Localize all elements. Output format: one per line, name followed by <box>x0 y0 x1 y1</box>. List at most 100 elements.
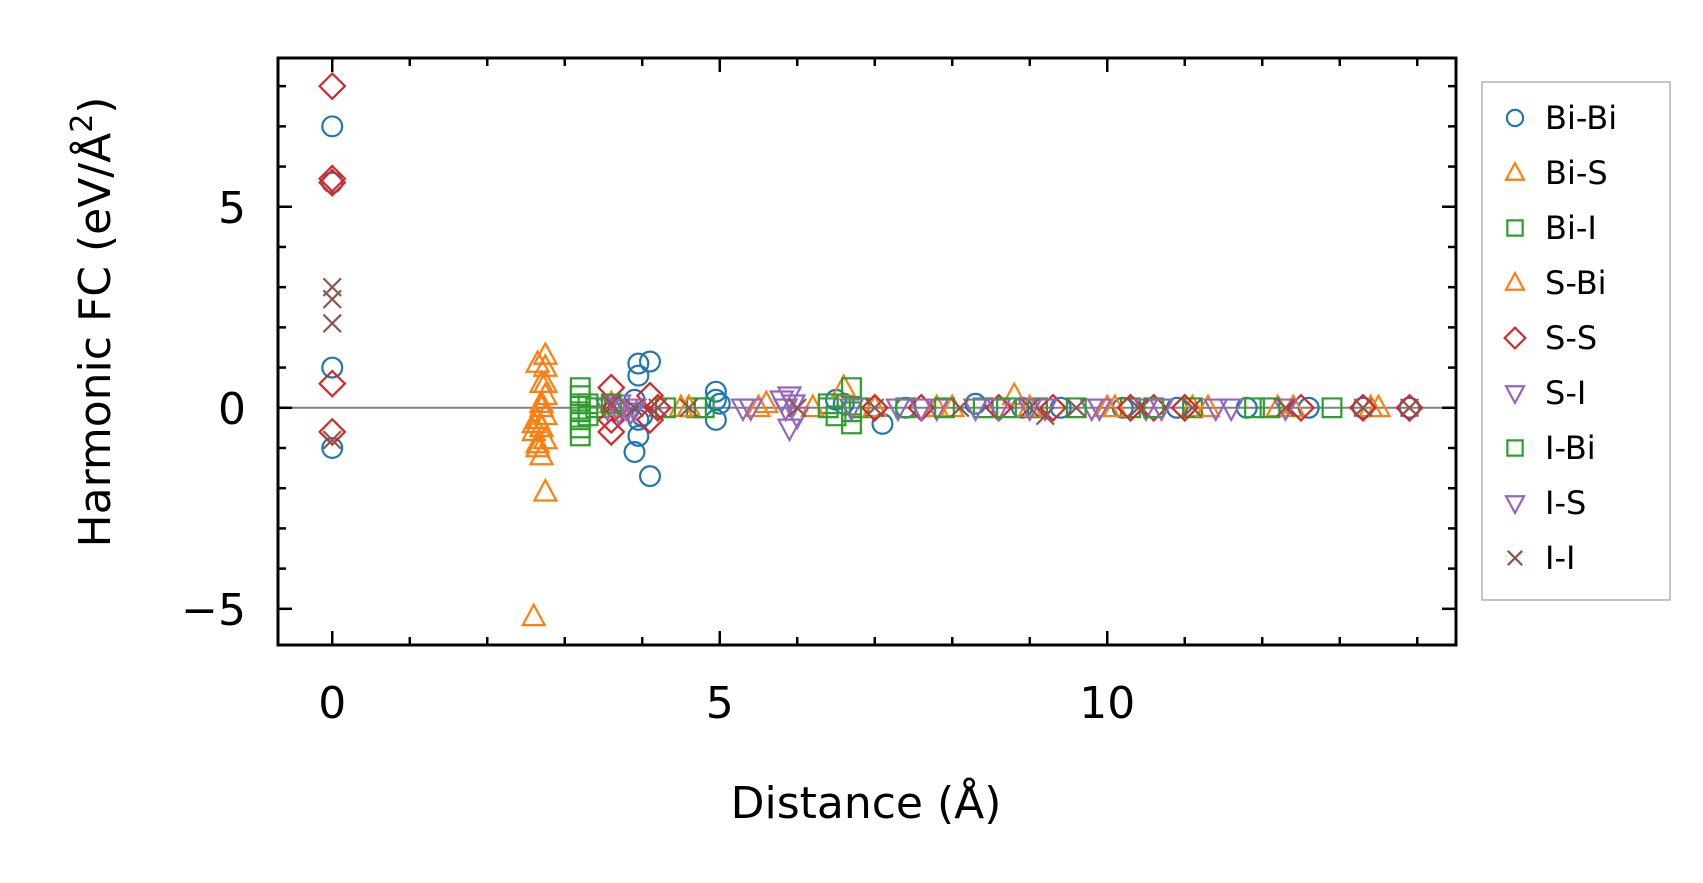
data-point <box>318 168 347 197</box>
data-point <box>1066 398 1086 418</box>
legend-entry: I-S <box>1504 484 1586 522</box>
legend-label: Bi-S <box>1545 154 1608 192</box>
data-point <box>776 418 803 443</box>
data-point <box>1001 381 1028 406</box>
data-point <box>704 408 727 431</box>
data-point <box>787 398 807 418</box>
data-point <box>841 401 862 423</box>
data-point <box>524 349 551 373</box>
series-i-i <box>322 277 1420 450</box>
data-point <box>532 353 559 377</box>
data-point <box>532 341 559 365</box>
legend-entries: Bi-Bi Bi-S Bi-I S-Bi S-S S-I I-Bi I-S I-I <box>1503 99 1617 577</box>
data-point <box>1148 398 1175 423</box>
data-point <box>624 398 645 418</box>
data-point <box>1195 393 1221 418</box>
series-s-s <box>318 71 1424 447</box>
data-point <box>1016 398 1043 423</box>
data-point <box>1202 398 1229 423</box>
data-point <box>1035 406 1055 426</box>
plot-area: 0 5 10 −5 0 5 <box>181 56 1458 729</box>
legend-entry: Bi-S <box>1504 154 1608 192</box>
legend-label: I-I <box>1545 539 1575 577</box>
legend-entry: S-S <box>1503 319 1597 357</box>
data-point <box>704 380 727 403</box>
data-point <box>606 402 632 427</box>
legend-entry: Bi-I <box>1506 209 1597 247</box>
data-point <box>1086 398 1113 423</box>
data-point <box>962 398 989 423</box>
data-point <box>321 436 344 459</box>
data-point <box>1065 397 1087 419</box>
data-point <box>318 164 347 193</box>
legend-entry: S-I <box>1504 374 1586 412</box>
legend-marker <box>1507 550 1523 566</box>
axes-frame <box>276 56 1458 647</box>
data-point <box>577 405 599 427</box>
legend-marker <box>1506 439 1524 457</box>
legend-label: S-Bi <box>1545 264 1607 302</box>
data-point <box>1321 397 1343 419</box>
data-point <box>934 397 955 419</box>
x-tick-label: 5 <box>706 678 734 729</box>
data-point <box>643 393 672 422</box>
legend-marker <box>1506 219 1524 237</box>
data-point <box>600 393 622 415</box>
data-point <box>621 398 648 423</box>
data-point <box>1016 393 1043 418</box>
series-i-bi <box>577 393 1281 427</box>
legend-entry: I-Bi <box>1506 429 1596 467</box>
data-point <box>860 393 889 422</box>
y-tick-label: −5 <box>181 585 246 636</box>
data-point <box>841 377 862 399</box>
data-point <box>885 398 911 423</box>
data-point <box>1182 398 1203 418</box>
legend-marker <box>1504 270 1526 291</box>
y-axis-label-close: ) <box>70 97 121 114</box>
legend-label: I-Bi <box>1545 429 1596 467</box>
data-point <box>318 369 347 398</box>
data-point <box>1218 398 1245 423</box>
data-point <box>950 398 970 418</box>
data-point <box>601 394 621 414</box>
legend-label: Bi-I <box>1545 209 1597 247</box>
data-point <box>861 393 888 418</box>
x-tick-label: 0 <box>318 678 346 729</box>
legend-label: Bi-Bi <box>1545 99 1617 137</box>
data-point <box>996 397 1017 419</box>
data-point <box>318 417 347 447</box>
x-axis-label: Distance (Å) <box>731 776 1002 829</box>
legend-entry: I-I <box>1507 539 1575 577</box>
data-point <box>322 313 342 333</box>
x-tick-label: 10 <box>1079 678 1135 729</box>
data-point <box>597 417 626 447</box>
data-point <box>865 398 885 418</box>
data-point <box>532 401 559 426</box>
data-point <box>569 425 591 447</box>
data-point <box>1116 393 1145 422</box>
y-axis-label-main: Harmonic FC (eV/Å <box>68 133 121 548</box>
y-tick-label: 5 <box>218 183 246 234</box>
data-point <box>623 441 646 464</box>
data-point <box>693 397 715 419</box>
tick-labels: 0 5 10 −5 0 5 <box>181 183 1135 729</box>
legend-entry: Bi-Bi <box>1505 99 1617 137</box>
data-point <box>776 386 803 411</box>
data-markers <box>318 71 1424 627</box>
data-point <box>524 433 551 458</box>
data-point <box>520 602 547 627</box>
data-point <box>648 398 668 418</box>
legend-marker <box>1503 326 1527 350</box>
data-point <box>1259 397 1281 419</box>
y-tick-label: 0 <box>218 384 246 435</box>
legend-marker <box>1504 160 1526 181</box>
y-axis-label-superscript: 2 <box>65 114 100 133</box>
data-point <box>817 397 839 419</box>
data-point <box>322 289 342 309</box>
data-point <box>1348 393 1378 422</box>
data-point <box>638 465 661 488</box>
data-point <box>745 393 772 418</box>
legend-marker <box>1504 495 1526 516</box>
y-axis-label: Harmonic FC (eV/Å2) <box>65 97 121 548</box>
